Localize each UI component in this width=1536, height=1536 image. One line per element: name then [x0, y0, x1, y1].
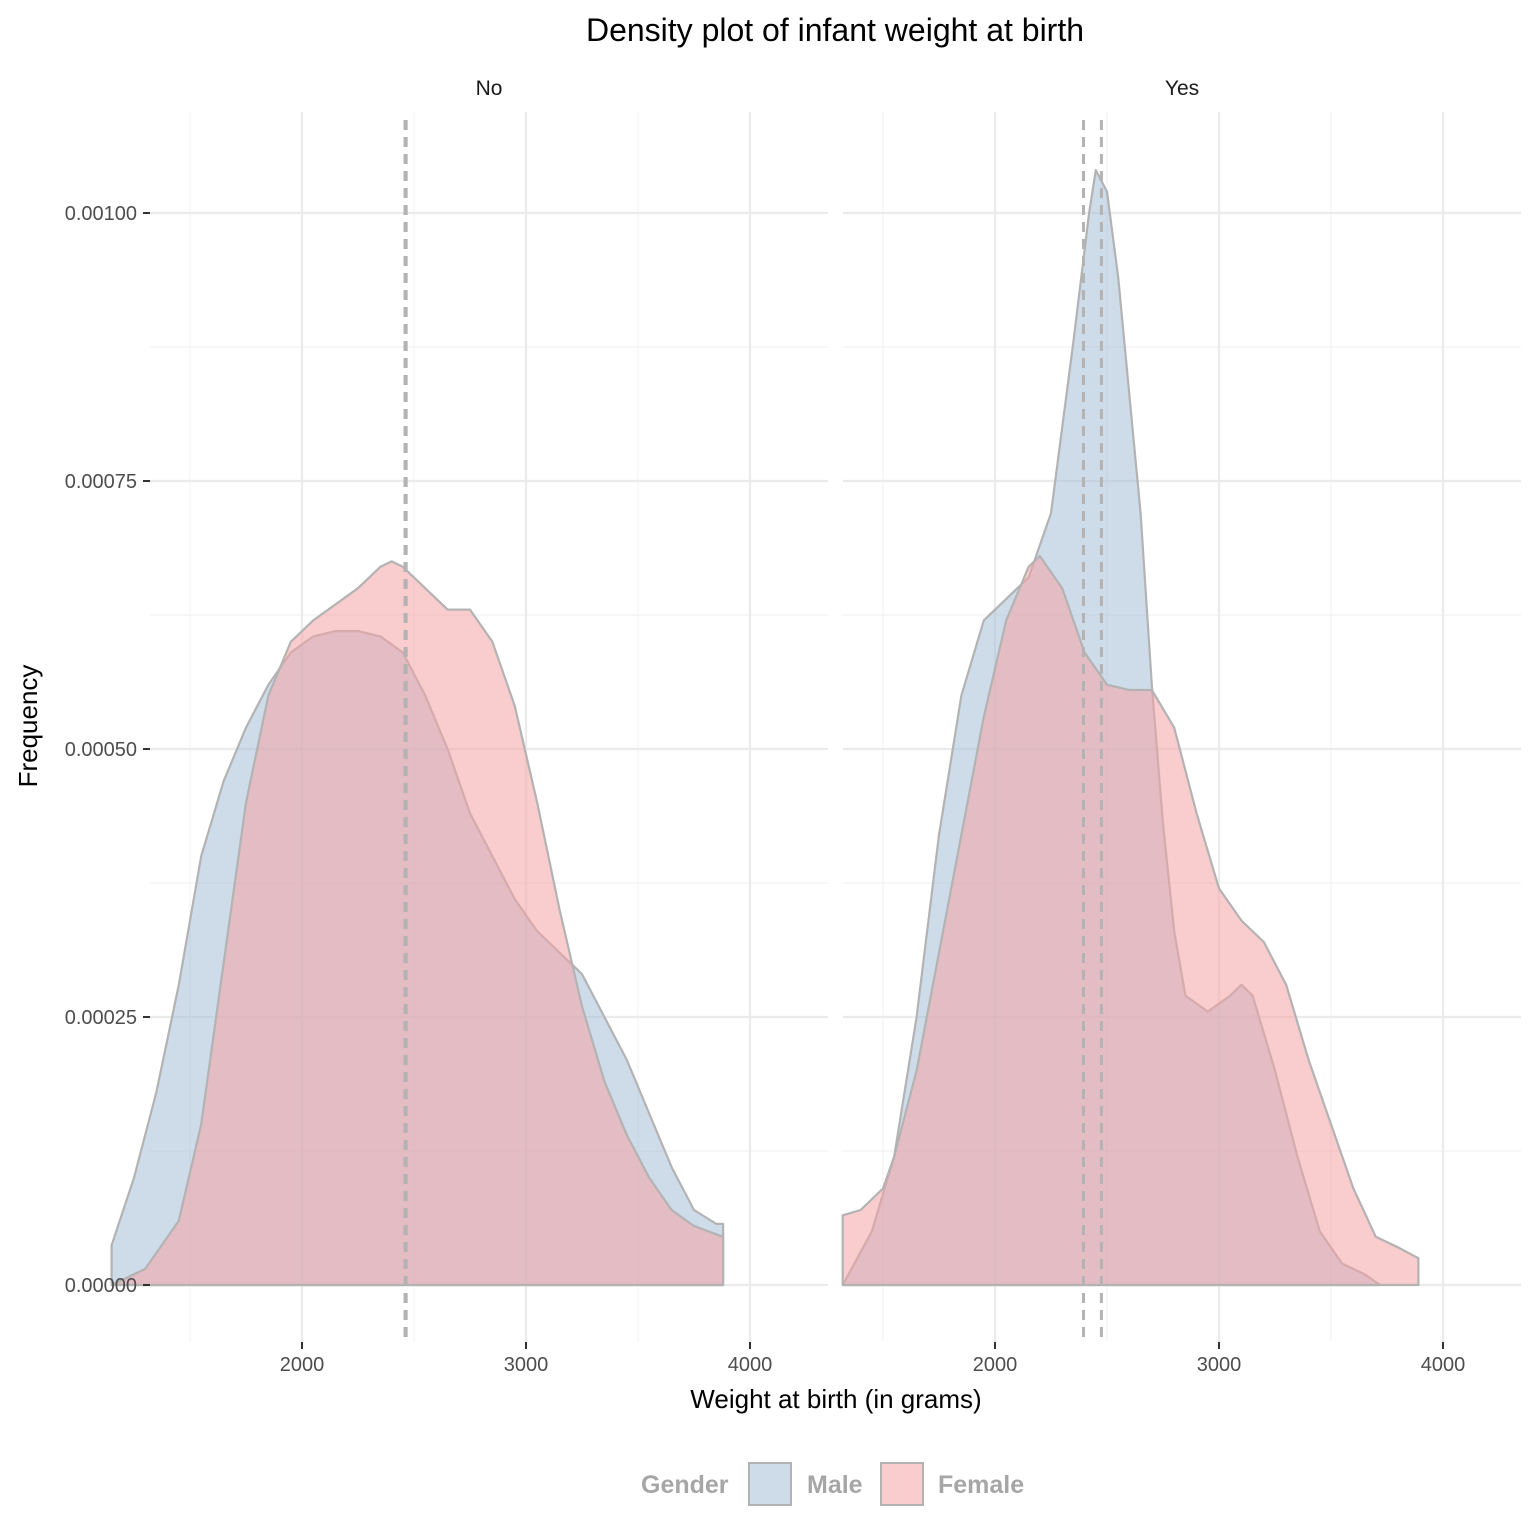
- y-tick-label: 0.00025: [65, 1007, 137, 1029]
- facet-panel-no: No: [110, 77, 828, 1342]
- y-axis: 0.00000 0.00025 0.00050 0.00075 0.00100: [65, 203, 150, 1297]
- legend-label-male: Male: [807, 1471, 863, 1499]
- x-tick-label: 4000: [1421, 1354, 1466, 1376]
- x-axis: 2000 3000 4000 2000 3000 4000: [280, 1342, 1466, 1376]
- legend-key-male: [748, 1462, 792, 1506]
- facet-label-no: No: [476, 77, 503, 100]
- x-tick-label: 2000: [973, 1354, 1018, 1376]
- x-axis-title: Weight at birth (in grams): [690, 1384, 981, 1414]
- facet-panel-yes: Yes: [841, 77, 1521, 1342]
- legend-title: Gender: [641, 1471, 729, 1499]
- y-axis-title: Frequency: [13, 665, 43, 788]
- legend-key-female: [880, 1462, 924, 1506]
- facet-label-yes: Yes: [1165, 77, 1199, 100]
- x-tick-label: 3000: [504, 1354, 549, 1376]
- x-tick-label: 3000: [1197, 1354, 1242, 1376]
- legend-label-female: Female: [938, 1471, 1024, 1499]
- density-area-female: [110, 560, 725, 1287]
- density-area-female: [841, 554, 1420, 1287]
- y-tick-label: 0.00000: [65, 1275, 137, 1297]
- x-tick-label: 4000: [728, 1354, 773, 1376]
- chart-title: Density plot of infant weight at birth: [586, 12, 1084, 48]
- y-tick-label: 0.00050: [65, 739, 137, 761]
- legend: Gender Male Female: [641, 1462, 1024, 1506]
- x-tick-label: 2000: [280, 1354, 325, 1376]
- y-tick-label: 0.00100: [65, 203, 137, 225]
- y-tick-label: 0.00075: [65, 471, 137, 493]
